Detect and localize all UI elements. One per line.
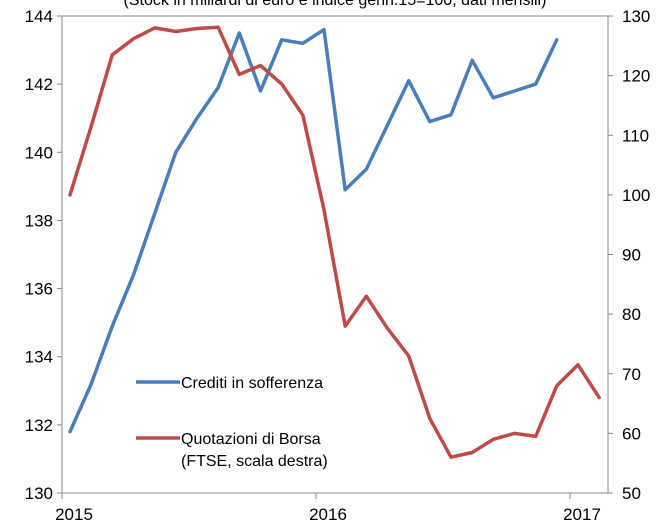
right-tick-label: 60: [622, 424, 641, 443]
right-tick-label: 50: [622, 484, 641, 503]
series-line-crediti: [68, 27, 559, 434]
series-line-borsa: [68, 25, 601, 459]
left-tick-label: 144: [25, 7, 53, 26]
right-tick-label: 70: [622, 365, 641, 384]
x-tick-label: 2016: [309, 505, 347, 524]
right-tick-label: 110: [622, 126, 649, 145]
left-tick-label: 130: [25, 484, 53, 503]
series-lines: [68, 25, 601, 459]
right-tick-label: 80: [622, 305, 641, 324]
legend-label-borsa: Quotazioni di Borsa: [181, 431, 321, 448]
right-tick-label: 90: [622, 246, 641, 265]
left-tick-label: 138: [25, 211, 53, 230]
chart-subtitle: (Stock in miliardi di euro e indice genn…: [124, 0, 547, 9]
x-tick-label: 2017: [563, 505, 601, 524]
left-tick-label: 140: [25, 143, 53, 162]
x-axis: 2015 2016 2017: [55, 493, 601, 524]
left-tick-label: 136: [25, 280, 53, 299]
legend-label-crediti: Crediti in sofferenza: [181, 375, 323, 392]
left-tick-label: 142: [25, 75, 53, 94]
legend: Crediti in sofferenza Quotazioni di Bors…: [136, 375, 328, 470]
right-tick-label: 120: [622, 67, 650, 86]
x-tick-label: 2015: [55, 505, 93, 524]
left-tick-label: 134: [25, 348, 53, 367]
right-tick-label: 130: [622, 7, 650, 26]
left-tick-label: 132: [25, 416, 53, 435]
right-axis: 50 60 70 80 90 100 110 120 130: [608, 7, 650, 503]
right-tick-label: 100: [622, 186, 650, 205]
left-axis: 130 132 134 136 138 140 142 144: [25, 7, 62, 503]
legend-label-borsa-line2: (FTSE, scala destra): [181, 453, 328, 470]
